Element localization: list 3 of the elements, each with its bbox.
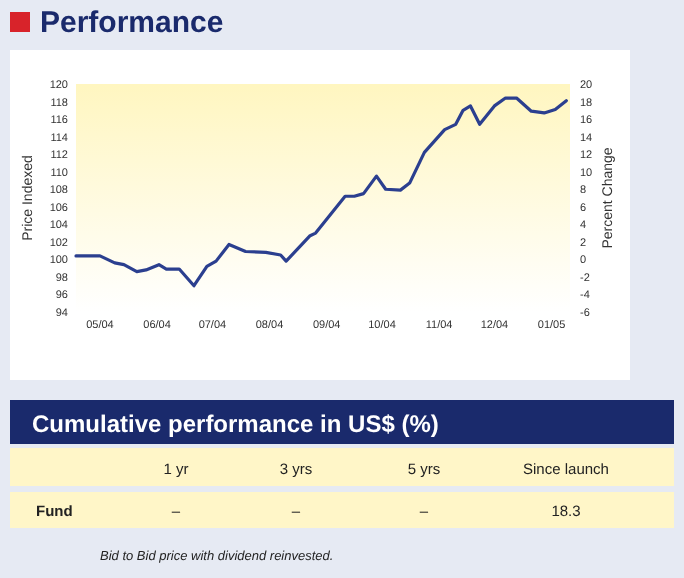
line-series [74, 96, 568, 288]
text: Cumulative performance in US$ (%) [32, 410, 439, 438]
chart-title: Performance [40, 6, 224, 40]
